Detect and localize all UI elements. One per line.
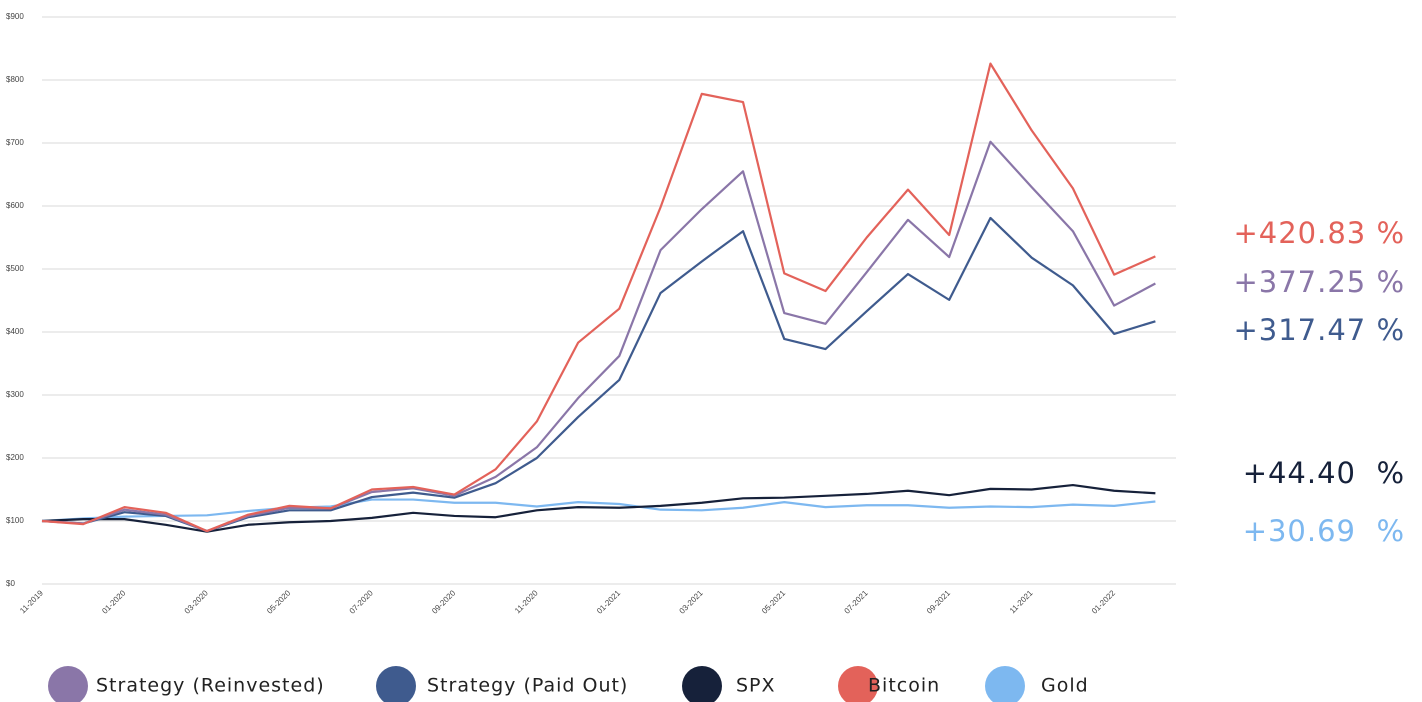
x-tick-label: 01-2020 bbox=[100, 588, 128, 616]
legend-label: SPX bbox=[736, 675, 776, 697]
x-tick-label: 03-2020 bbox=[183, 588, 211, 616]
return-label: +420.83 % bbox=[1233, 216, 1405, 250]
legend-label: Strategy (Paid Out) bbox=[427, 675, 628, 697]
x-tick-label: 05-2021 bbox=[760, 588, 788, 616]
legend-swatch bbox=[376, 666, 416, 702]
return-label: +317.47 % bbox=[1233, 313, 1405, 347]
x-tick-label: 09-2021 bbox=[925, 588, 953, 616]
return-label: +44.40 % bbox=[1243, 456, 1405, 490]
series-line bbox=[41, 498, 1156, 523]
y-tick-label: $700 bbox=[6, 138, 24, 147]
legend-label: Gold bbox=[1041, 675, 1089, 697]
series-line bbox=[41, 140, 1156, 533]
legend-swatch bbox=[985, 666, 1025, 702]
y-tick-label: $400 bbox=[6, 327, 24, 336]
x-tick-label: 05-2020 bbox=[265, 588, 293, 616]
y-tick-label: $0 bbox=[6, 579, 15, 588]
y-tick-label: $100 bbox=[6, 516, 24, 525]
x-tick-label: 01-2022 bbox=[1090, 588, 1118, 616]
return-label: +377.25 % bbox=[1233, 265, 1405, 299]
legend-label: Strategy (Reinvested) bbox=[96, 675, 325, 697]
x-tick-label: 11-2019 bbox=[18, 588, 45, 615]
series-line bbox=[41, 483, 1156, 533]
y-tick-label: $300 bbox=[6, 390, 24, 399]
series-line bbox=[41, 62, 1156, 533]
x-tick-label: 11-2021 bbox=[1008, 588, 1035, 615]
y-tick-label: $500 bbox=[6, 264, 24, 273]
x-tick-label: 01-2021 bbox=[595, 588, 623, 616]
x-tick-label: 09-2020 bbox=[430, 588, 458, 616]
y-tick-label: $200 bbox=[6, 453, 24, 462]
legend-swatch bbox=[682, 666, 722, 702]
series-line bbox=[41, 216, 1156, 533]
y-tick-label: $800 bbox=[6, 75, 24, 84]
y-tick-label: $900 bbox=[6, 12, 24, 21]
x-tick-label: 03-2021 bbox=[678, 588, 706, 616]
legend-label: Bitcoin bbox=[868, 675, 940, 697]
x-tick-label: 07-2020 bbox=[348, 588, 376, 616]
x-tick-label: 11-2020 bbox=[513, 588, 540, 615]
y-tick-label: $600 bbox=[6, 201, 24, 210]
legend-swatch bbox=[838, 666, 878, 702]
legend-swatch bbox=[48, 666, 88, 702]
return-label: +30.69 % bbox=[1243, 514, 1405, 548]
x-tick-label: 07-2021 bbox=[843, 588, 871, 616]
